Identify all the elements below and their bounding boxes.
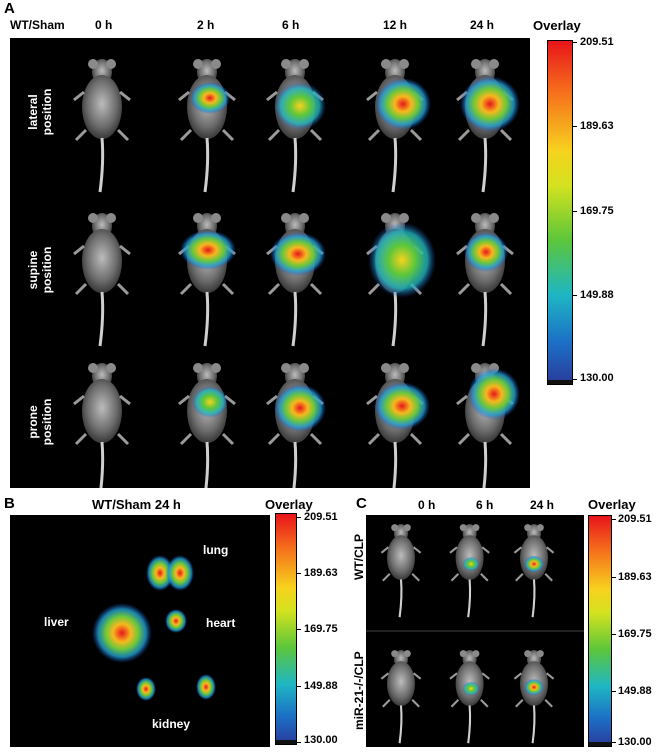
panel-c-row-ko: miR-21-/-/CLP xyxy=(352,651,366,730)
panel-a-scale-min: 130.00 xyxy=(580,372,614,384)
panel-a-group-label: WT/Sham xyxy=(10,18,65,32)
organ-label-kidney: kidney xyxy=(152,717,191,731)
panel-b-overlay-label: Overlay xyxy=(265,497,313,512)
panel-b-scale-min: 130.00 xyxy=(304,734,338,746)
panel-c-row-wt: WT/CLP xyxy=(352,534,366,580)
panel-b-title: WT/Sham 24 h xyxy=(92,497,181,512)
time-label-6h: 6 h xyxy=(282,18,300,32)
panel-c-label: C xyxy=(356,495,367,512)
panel-a-scale-2: 189.63 xyxy=(580,120,614,132)
panel-c-time-6h: 6 h xyxy=(476,498,494,512)
panel-b-organs xyxy=(92,555,216,701)
organ-label-lung: lung xyxy=(203,543,229,557)
panel-c-scale-4: 149.88 xyxy=(618,685,652,697)
panel-a-overlay-label: Overlay xyxy=(533,18,581,33)
organ-label-heart: heart xyxy=(206,616,236,630)
time-label-2h: 2 h xyxy=(197,18,215,32)
panel-c-scale-min: 130.00 xyxy=(618,736,652,748)
panel-c-colorbar xyxy=(588,515,612,747)
panel-c-image xyxy=(366,515,584,747)
panel-c-scale-max: 209.51 xyxy=(618,513,652,525)
panel-c-mice xyxy=(366,523,584,745)
panel-a-label: A xyxy=(4,0,15,17)
panel-b-image: lung liver heart kidney xyxy=(10,515,270,747)
panel-a-mice xyxy=(72,57,520,488)
panel-a-scale-3: 169.75 xyxy=(580,205,614,217)
panel-a-scale-max: 209.51 xyxy=(580,36,614,48)
panel-c-scale-3: 169.75 xyxy=(618,628,652,640)
panel-b-scale-2: 189.63 xyxy=(304,567,338,579)
panel-a-image: lateral position supine position prone p… xyxy=(10,38,530,488)
panel-b-colorbar xyxy=(275,513,297,745)
time-label-24h: 24 h xyxy=(470,18,495,32)
panel-b-scale-3: 169.75 xyxy=(304,623,338,635)
panel-c-time-0h: 0 h xyxy=(418,498,436,512)
organ-label-liver: liver xyxy=(44,615,69,629)
panel-a-scale-4: 149.88 xyxy=(580,289,614,301)
panel-b-scale-max: 209.51 xyxy=(304,511,338,523)
panel-b-scale-4: 149.88 xyxy=(304,680,338,692)
panel-a-colorbar xyxy=(547,40,573,385)
panel-c-scale-2: 189.63 xyxy=(618,571,652,583)
time-label-12h: 12 h xyxy=(383,18,408,32)
panel-c-overlay-label: Overlay xyxy=(588,497,636,512)
panel-c-time-24h: 24 h xyxy=(530,498,555,512)
panel-b-label: B xyxy=(4,495,15,512)
time-label-0h: 0 h xyxy=(95,18,113,32)
